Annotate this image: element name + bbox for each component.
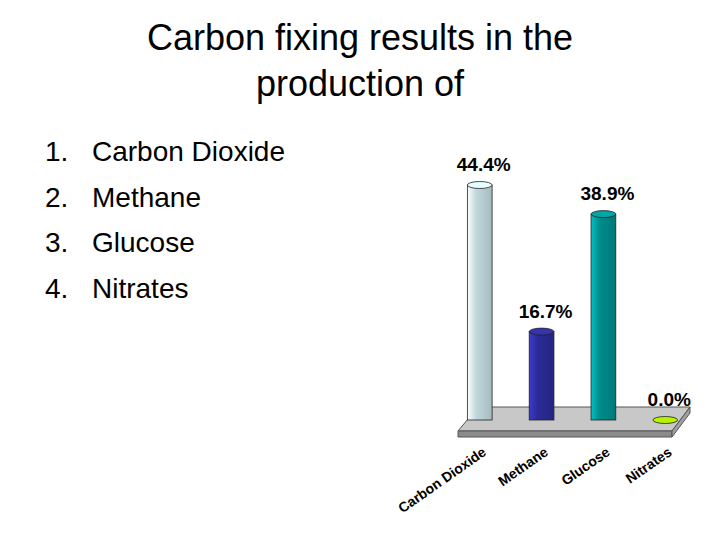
bar xyxy=(529,328,554,420)
option-text: Nitrates xyxy=(92,273,188,304)
option-number: 4. xyxy=(45,273,68,304)
bar-body xyxy=(591,214,616,420)
bar-body xyxy=(467,185,492,420)
data-label: 16.7% xyxy=(519,301,573,322)
title-line: production of xyxy=(256,63,465,104)
x-tick: Methane xyxy=(495,440,551,489)
bar xyxy=(467,182,492,421)
x-axis-line xyxy=(456,440,691,441)
bar-cap xyxy=(653,417,678,424)
x-tick: Carbon Dioxide xyxy=(395,440,489,516)
floor-front xyxy=(458,431,672,437)
option-text: Methane xyxy=(92,182,201,213)
option-number: 2. xyxy=(45,182,68,213)
x-tick: Nitrates xyxy=(623,440,675,487)
option-number: 3. xyxy=(45,227,68,258)
bar-cap xyxy=(591,211,616,218)
bar xyxy=(591,211,616,420)
chart: Carbon fixing results in the production o… xyxy=(0,0,720,540)
title: Carbon fixing results in the production o… xyxy=(147,17,573,104)
x-tick-label: Methane xyxy=(495,443,551,489)
x-axis: Carbon DioxideMethaneGlucoseNitrates xyxy=(395,440,690,516)
bar-cap xyxy=(529,328,554,335)
floor xyxy=(458,407,690,437)
option-text: Glucose xyxy=(92,227,195,258)
title-line: Carbon fixing results in the xyxy=(147,17,573,58)
data-label: 38.9% xyxy=(580,183,634,204)
option-number: 1. xyxy=(45,136,68,167)
option-list: 1. Carbon Dioxide 2. Methane 3. Glucose 4. Nitr… xyxy=(45,136,285,304)
x-tick-label: Glucose xyxy=(558,443,613,488)
x-tick-label: Nitrates xyxy=(623,443,675,486)
x-tick-label: Carbon Dioxide xyxy=(395,443,489,516)
data-label: 44.4% xyxy=(457,154,511,175)
bar-body xyxy=(529,332,554,420)
bar xyxy=(653,417,678,424)
x-tick: Glucose xyxy=(558,440,613,488)
data-labels: 44.4% 16.7% 38.9% 0.0% xyxy=(457,154,691,410)
option-text: Carbon Dioxide xyxy=(92,136,285,167)
bar-cap xyxy=(467,182,492,189)
data-label: 0.0% xyxy=(648,389,691,410)
bars xyxy=(467,182,677,424)
floor-top xyxy=(458,407,690,431)
